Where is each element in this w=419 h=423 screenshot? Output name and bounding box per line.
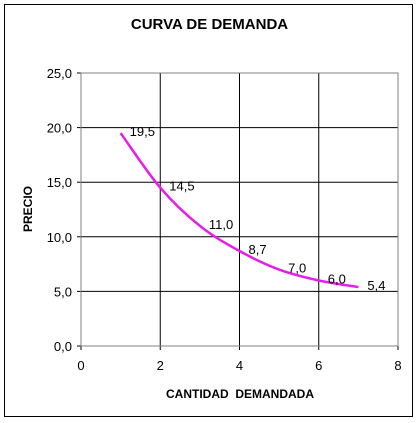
grid-lines	[77, 72, 399, 350]
data-labels: 19,5 14,5 11,0 8,7 7,0 6,0 5,4	[130, 124, 386, 293]
x-tick-label: 2	[157, 358, 164, 373]
x-tick-label: 8	[394, 358, 401, 373]
data-label: 11,0	[209, 217, 233, 232]
data-label: 5,4	[367, 278, 385, 293]
y-tick-labels: 0,0 5,0 10,0 15,0 20,0 25,0	[47, 66, 72, 354]
x-tick-label: 4	[236, 358, 243, 373]
data-label: 7,0	[288, 261, 306, 276]
demand-curve-line	[119, 132, 359, 289]
data-label: 6,0	[328, 271, 346, 286]
plot-area	[80, 72, 399, 347]
x-axis-title: CANTIDAD DEMANDADA	[166, 387, 314, 401]
y-tick-label: 0,0	[54, 339, 72, 354]
data-label: 14,5	[169, 179, 194, 194]
x-tick-label: 0	[77, 358, 84, 373]
y-tick-label: 25,0	[47, 66, 72, 81]
chart-title: CURVA DE DEMANDA	[130, 16, 289, 33]
data-label: 8,7	[249, 242, 267, 257]
x-tick-labels: 0 2 4 6 8	[77, 358, 401, 373]
data-label: 19,5	[130, 124, 155, 139]
y-tick-label: 10,0	[47, 230, 72, 245]
y-axis-title: PRECIO	[21, 186, 35, 232]
y-tick-label: 5,0	[54, 284, 72, 299]
y-tick-label: 20,0	[47, 121, 72, 136]
y-tick-label: 15,0	[47, 175, 72, 190]
x-tick-label: 6	[315, 358, 322, 373]
